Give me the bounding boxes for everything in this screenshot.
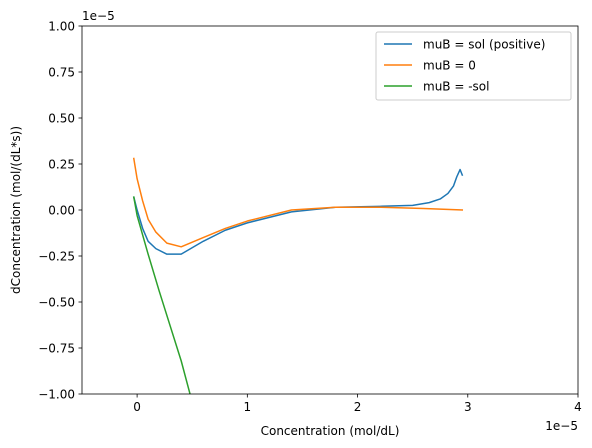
- y-tick-label: −0.25: [38, 249, 75, 263]
- x-tick-label: 3: [464, 400, 472, 414]
- y-tick-label: 0.75: [48, 65, 75, 79]
- legend-label-2: muB = 0: [423, 58, 476, 72]
- legend: muB = sol (positive) muB = 0 muB = -sol: [375, 31, 572, 101]
- y-tick-label: 1.00: [48, 19, 75, 33]
- legend-label-3: muB = -sol: [423, 79, 489, 93]
- y-axis-label: dConcentration (mol/(dL*s)): [9, 126, 23, 294]
- y-tick-label: 0.25: [48, 157, 75, 171]
- y-tick-label: −0.50: [38, 295, 75, 309]
- x-ticks: 0 1 2 3 4: [133, 394, 582, 414]
- x-tick-label: 0: [133, 400, 141, 414]
- series-line-1: [132, 168, 464, 255]
- legend-box: [375, 31, 572, 101]
- x-axis-label: Concentration (mol/dL): [261, 424, 400, 438]
- legend-label-1: muB = sol (positive): [423, 37, 545, 51]
- x-tick-label: 4: [574, 400, 582, 414]
- series-layer: [132, 157, 464, 394]
- y-tick-label: −0.75: [38, 341, 75, 355]
- series-line-2: [132, 157, 464, 248]
- x-tick-label: 2: [354, 400, 362, 414]
- y-ticks: −1.00 −0.75 −0.50 −0.25 0.00 0.25 0.50 0.75 1.00: [38, 19, 82, 401]
- series-line-3: [132, 196, 191, 394]
- x-axis-offset-label: 1e−5: [545, 419, 578, 433]
- y-tick-label: 0.50: [48, 111, 75, 125]
- y-tick-label: −1.00: [38, 387, 75, 401]
- y-axis-offset-label: 1e−5: [82, 9, 115, 23]
- x-tick-label: 1: [244, 400, 252, 414]
- y-tick-label: 0.00: [48, 203, 75, 217]
